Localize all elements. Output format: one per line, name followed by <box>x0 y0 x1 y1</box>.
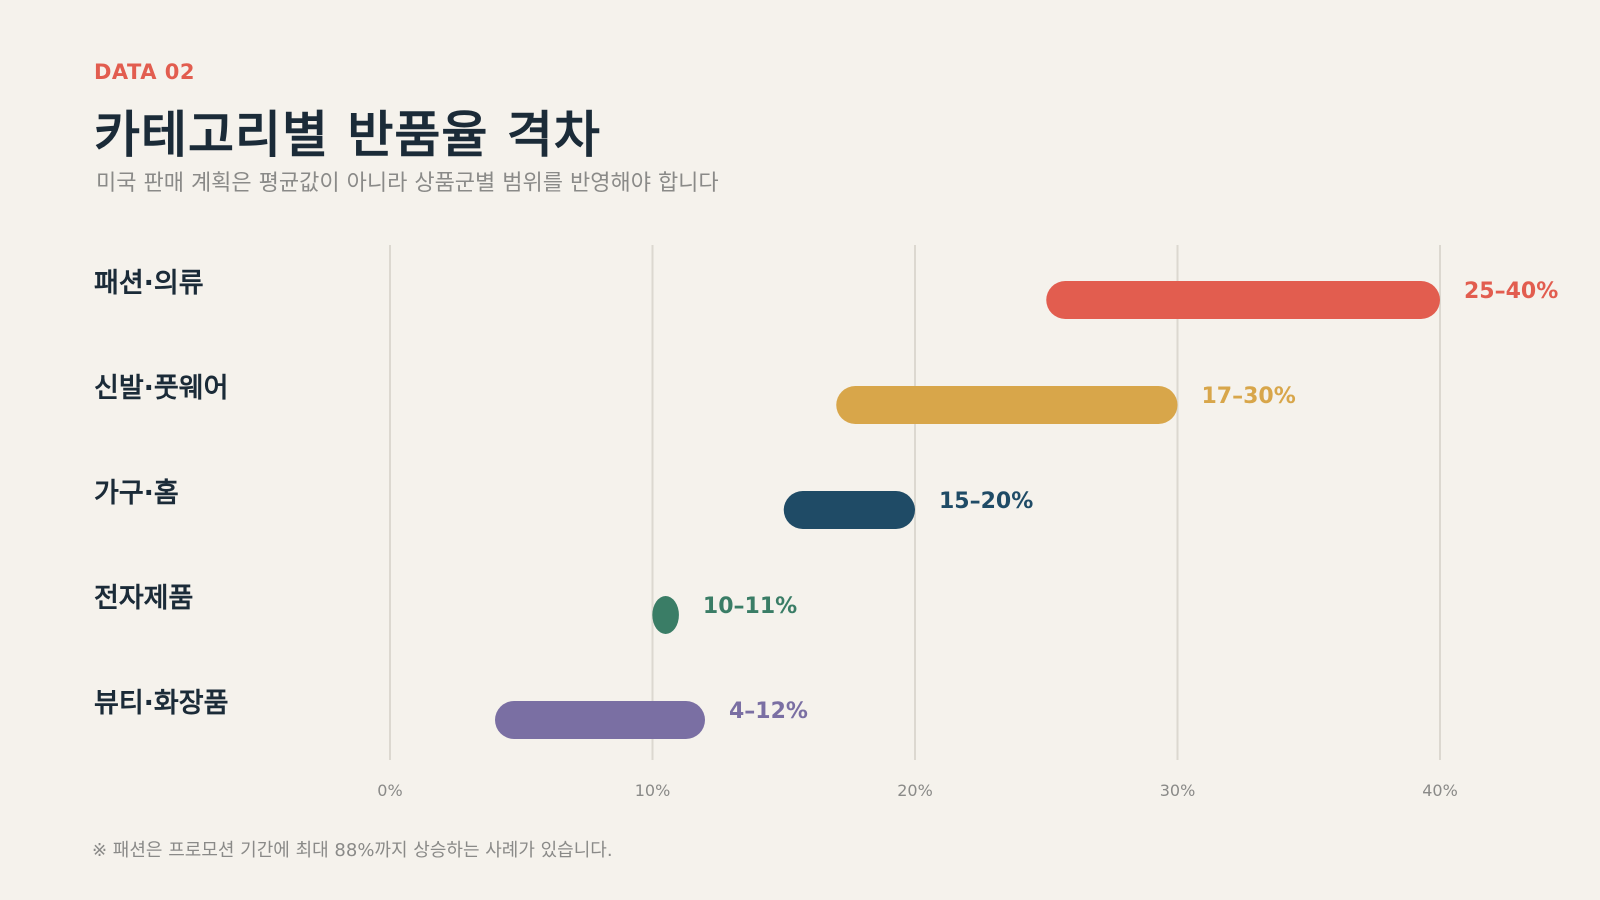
range-value-label: 25–40% <box>1464 279 1558 304</box>
page-title: 카테고리별 반품율 격차 <box>94 106 601 164</box>
x-tick-label: 0% <box>377 781 402 800</box>
x-tick-label: 10% <box>635 781 671 800</box>
range-value-label: 17–30% <box>1202 384 1296 409</box>
footnote: ※ 패션은 프로모션 기간에 최대 88%까지 상승하는 사례가 있습니다. <box>92 840 613 861</box>
category-label: 전자제품 <box>94 583 193 614</box>
range-bar <box>495 701 705 739</box>
range-value-label: 4–12% <box>729 699 808 724</box>
range-bars <box>495 281 1440 739</box>
category-label: 가구·홈 <box>94 478 179 509</box>
section-eyebrow: DATA 02 <box>94 60 196 84</box>
x-tick-label: 20% <box>897 781 933 800</box>
range-value-label: 15–20% <box>939 489 1033 514</box>
range-bar <box>652 596 679 634</box>
range-bar <box>1046 281 1440 319</box>
range-value-label: 10–11% <box>703 594 797 619</box>
range-bar <box>836 386 1178 424</box>
category-label: 신발·풋웨어 <box>94 373 228 404</box>
labels: 0% 10% 20% 30% 40% 패션·의류 25–40% 신발·풋웨어 17–30% 가구·… <box>94 268 1558 800</box>
grid-lines <box>389 245 1441 760</box>
range-bar <box>783 491 915 529</box>
category-label: 패션·의류 <box>94 268 204 299</box>
category-label: 뷰티·화장품 <box>94 688 228 719</box>
x-tick-label: 40% <box>1422 781 1458 800</box>
page-subtitle: 미국 판매 계획은 평균값이 아니라 상품군별 범위를 반영해야 합니다 <box>96 171 719 196</box>
x-tick-label: 30% <box>1160 781 1196 800</box>
